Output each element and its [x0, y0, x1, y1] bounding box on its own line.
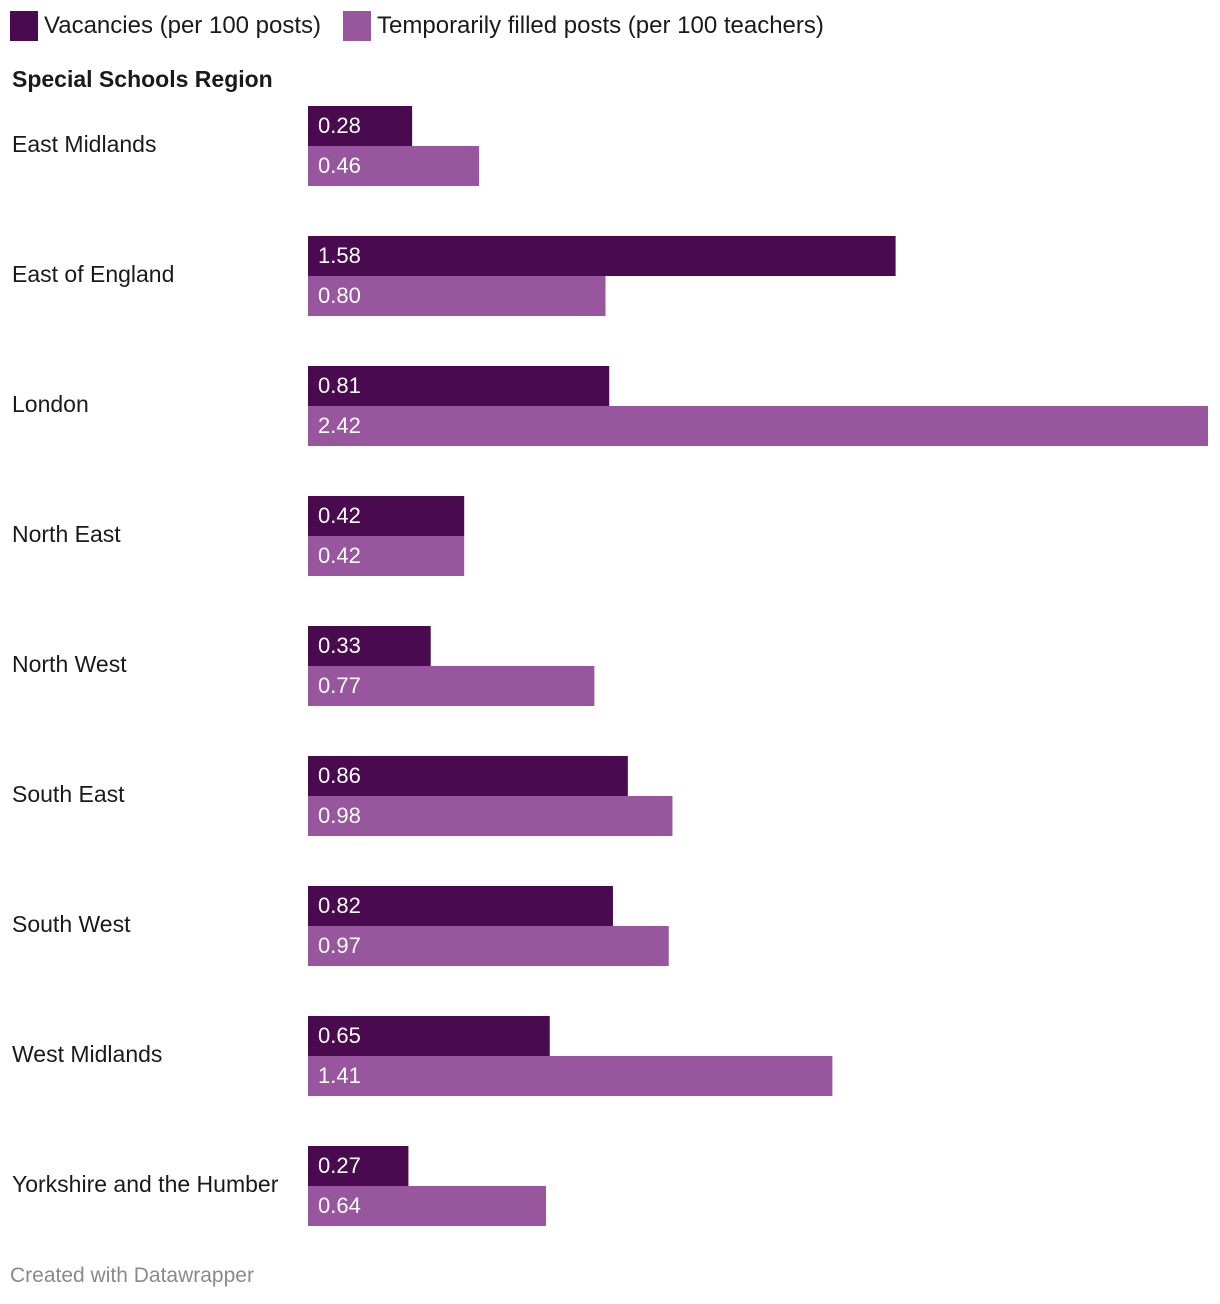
bar-temporarily-filled-south-west [308, 926, 669, 966]
bar-group-london: London 0.81 2.42 [12, 366, 1208, 446]
category-label-yorkshire-and-the-humber: Yorkshire and the Humber [12, 1171, 279, 1197]
bar-group-yorkshire-and-the-humber: Yorkshire and the Humber 0.27 0.64 [12, 1146, 547, 1226]
bar-group-west-midlands: West Midlands 0.65 1.41 [12, 1016, 833, 1096]
bar-group-north-east: North East 0.42 0.42 [12, 496, 465, 576]
category-label-east-midlands: East Midlands [12, 131, 156, 157]
chart-legend: Vacancies (per 100 posts) Temporarily fi… [10, 10, 846, 42]
bar-group-south-west: South West 0.82 0.97 [12, 886, 669, 966]
value-label-temporarily-filled-yorkshire-and-the-humber: 0.64 [318, 1193, 361, 1218]
value-label-temporarily-filled-north-east: 0.42 [318, 543, 361, 568]
value-label-temporarily-filled-west-midlands: 1.41 [318, 1063, 361, 1088]
bar-temporarily-filled-east-of-england [308, 276, 606, 316]
bar-vacancies-east-of-england [308, 236, 896, 276]
bar-vacancies-yorkshire-and-the-humber [308, 1146, 409, 1186]
category-label-south-west: South West [12, 911, 131, 937]
footer-credit: Created with Datawrapper [10, 1264, 254, 1287]
value-label-vacancies-north-east: 0.42 [318, 503, 361, 528]
value-label-temporarily-filled-east-of-england: 0.80 [318, 283, 361, 308]
value-label-vacancies-east-of-england: 1.58 [318, 243, 361, 268]
bar-temporarily-filled-north-west [308, 666, 595, 706]
bar-chart: East Midlands 0.28 0.46 East of England 1.58… [12, 106, 1208, 1226]
bar-group-north-west: North West 0.33 0.77 [12, 626, 595, 706]
value-label-vacancies-yorkshire-and-the-humber: 0.27 [318, 1153, 361, 1178]
bar-temporarily-filled-west-midlands [308, 1056, 833, 1096]
value-label-temporarily-filled-london: 2.42 [318, 413, 361, 438]
bar-temporarily-filled-east-midlands [308, 146, 480, 186]
bar-group-east-midlands: East Midlands 0.28 0.46 [12, 106, 480, 186]
bar-group-east-of-england: East of England 1.58 0.80 [12, 236, 896, 316]
bar-temporarily-filled-north-east [308, 536, 465, 576]
bar-vacancies-london [308, 366, 610, 406]
value-label-vacancies-south-west: 0.82 [318, 893, 361, 918]
bar-vacancies-north-east [308, 496, 465, 536]
bar-vacancies-east-midlands [308, 106, 413, 146]
legend-swatch-temporarily-filled [343, 11, 372, 41]
bar-group-south-east: South East 0.86 0.98 [12, 756, 673, 836]
legend-item-vacancies: Vacancies (per 100 posts) [10, 11, 321, 41]
category-label-east-of-england: East of England [12, 261, 174, 287]
bar-temporarily-filled-yorkshire-and-the-humber [308, 1186, 547, 1226]
bar-temporarily-filled-london [308, 406, 1208, 446]
value-label-vacancies-west-midlands: 0.65 [318, 1023, 361, 1048]
category-label-north-east: North East [12, 521, 121, 547]
value-label-vacancies-north-west: 0.33 [318, 633, 361, 658]
legend-label-vacancies: Vacancies (per 100 posts) [44, 12, 322, 39]
value-label-vacancies-london: 0.81 [318, 373, 361, 398]
bar-temporarily-filled-south-east [308, 796, 673, 836]
category-label-london: London [12, 391, 89, 417]
category-label-north-west: North West [12, 651, 127, 677]
bar-vacancies-west-midlands [308, 1016, 550, 1056]
bar-vacancies-south-west [308, 886, 613, 926]
value-label-temporarily-filled-south-east: 0.98 [318, 803, 361, 828]
bar-vacancies-north-west [308, 626, 431, 666]
value-label-temporarily-filled-north-west: 0.77 [318, 673, 361, 698]
value-label-temporarily-filled-east-midlands: 0.46 [318, 153, 361, 178]
value-label-vacancies-south-east: 0.86 [318, 763, 361, 788]
legend-swatch-vacancies [10, 11, 38, 41]
category-label-west-midlands: West Midlands [12, 1041, 162, 1067]
value-label-temporarily-filled-south-west: 0.97 [318, 933, 361, 958]
legend-item-temporarily-filled: Temporarily filled posts (per 100 teache… [343, 11, 824, 41]
column-header: Special Schools Region [12, 66, 273, 92]
legend-label-temporarily-filled: Temporarily filled posts (per 100 teache… [377, 12, 824, 39]
value-label-vacancies-east-midlands: 0.28 [318, 113, 361, 138]
bar-vacancies-south-east [308, 756, 628, 796]
category-label-south-east: South East [12, 781, 125, 807]
